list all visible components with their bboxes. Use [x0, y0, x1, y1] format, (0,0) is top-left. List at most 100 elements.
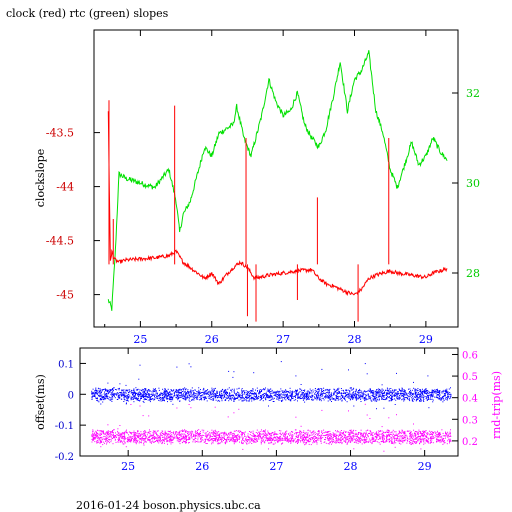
- rndtrip-series-point: [410, 444, 412, 445]
- offset-series-point: [233, 391, 235, 393]
- rndtrip-series-point: [337, 440, 338, 442]
- offset-series-point: [379, 398, 380, 400]
- rndtrip-series-point: [289, 435, 290, 437]
- rndtrip-series-point: [112, 431, 113, 433]
- bottom-axes: 25 26 27 28 290.10-0.1-0.20.60.50.40.30.2: [55, 348, 478, 473]
- offset-series-point: [188, 393, 190, 395]
- offset-series-point: [431, 392, 433, 394]
- offset-series-point: [393, 393, 395, 395]
- rndtrip-series-point: [125, 432, 127, 434]
- offset-series-point: [169, 394, 171, 396]
- offset-series-point: [425, 396, 427, 397]
- offset-series-point: [277, 397, 279, 399]
- rndtrip-series-point: [122, 437, 124, 438]
- offset-series-point: [160, 392, 162, 394]
- offset-series-point: [295, 390, 297, 392]
- rndtrip-series-point: [165, 437, 167, 439]
- rndtrip-series-point: [370, 441, 372, 443]
- rndtrip-series-point: [98, 430, 100, 432]
- rndtrip-series-point: [386, 436, 388, 438]
- rndtrip-series-point: [102, 431, 104, 433]
- rndtrip-series-point: [198, 429, 200, 431]
- rndtrip-series-point: [177, 434, 179, 436]
- rndtrip-series-point: [317, 439, 318, 441]
- offset-series-point: [180, 396, 182, 398]
- rndtrip-series-point: [398, 442, 400, 444]
- rndtrip-series-point: [95, 437, 97, 439]
- offset-series-point: [176, 366, 178, 368]
- offset-series-point: [408, 392, 410, 394]
- rndtrip-series-point: [312, 442, 314, 444]
- offset-series-point: [399, 398, 401, 399]
- offset-series-point: [304, 394, 305, 396]
- offset-series-point: [421, 396, 423, 398]
- rndtrip-series-point: [166, 441, 168, 443]
- offset-series-point: [378, 393, 380, 395]
- rndtrip-series-point: [118, 434, 120, 436]
- offset-series-point: [338, 389, 340, 391]
- offset-series-point: [113, 390, 114, 392]
- offset-series-point: [440, 399, 442, 401]
- rndtrip-series-point: [431, 431, 433, 432]
- rndtrip-series-point: [123, 441, 125, 442]
- offset-series-point: [118, 396, 120, 398]
- rndtrip-series-point: [449, 432, 451, 434]
- offset-series-point: [304, 401, 306, 403]
- rndtrip-series-point: [183, 438, 185, 440]
- offset-series-point: [229, 395, 231, 397]
- rndtrip-series-point: [118, 438, 120, 440]
- rndtrip-series-point: [365, 433, 367, 435]
- rndtrip-series-point: [392, 433, 394, 435]
- offset-series-point: [122, 395, 124, 397]
- offset-series-point: [211, 389, 213, 391]
- offset-series-point: [346, 394, 348, 396]
- rndtrip-series-point: [285, 434, 287, 435]
- rndtrip-series-point: [271, 433, 273, 434]
- offset-series-point: [427, 390, 429, 392]
- offset-series-point: [263, 393, 264, 395]
- clock-series-line: [107, 111, 448, 297]
- rndtrip-series-point: [97, 429, 98, 431]
- offset-series-point: [447, 395, 449, 397]
- offset-series-point: [213, 393, 215, 395]
- offset-series-point: [267, 394, 269, 396]
- offset-series-point: [142, 401, 144, 402]
- offset-series-point: [286, 391, 288, 393]
- offset-series-point: [444, 395, 446, 396]
- offset-series-point: [266, 394, 268, 396]
- offset-series-point: [96, 390, 97, 391]
- offset-series-point: [106, 393, 107, 395]
- offset-series-point: [288, 395, 290, 397]
- rndtrip-series-point: [112, 438, 113, 439]
- offset-series-point: [428, 391, 430, 393]
- rndtrip-series-point: [175, 431, 177, 432]
- offset-series-point: [183, 391, 185, 393]
- rndtrip-series-point: [307, 432, 309, 434]
- offset-series-point: [417, 398, 419, 399]
- rndtrip-series-point: [420, 441, 422, 443]
- offset-series-point: [126, 389, 128, 391]
- offset-series-point: [378, 390, 380, 392]
- rndtrip-series-point: [271, 442, 273, 444]
- rndtrip-series-point: [113, 432, 114, 434]
- rndtrip-series: [91, 403, 452, 452]
- rndtrip-series-point: [211, 432, 213, 434]
- offset-series-point: [292, 394, 293, 396]
- rndtrip-series-point: [238, 438, 240, 440]
- rndtrip-series-point: [92, 430, 94, 432]
- rndtrip-series-point: [297, 436, 299, 438]
- offset-series-point: [412, 394, 413, 395]
- rndtrip-series-point: [97, 436, 99, 438]
- rndtrip-series-point: [382, 440, 384, 442]
- offset-series-point: [251, 397, 253, 399]
- offset-series-point: [299, 388, 301, 390]
- rndtrip-series-point: [106, 431, 108, 433]
- offset-series-point: [111, 391, 113, 393]
- rndtrip-series-point: [202, 431, 204, 433]
- rndtrip-series-point: [396, 439, 398, 441]
- offset-series-point: [249, 393, 250, 395]
- offset-series-point: [185, 388, 187, 390]
- rndtrip-series-point: [447, 436, 449, 438]
- rndtrip-series-point: [365, 433, 366, 435]
- rndtrip-series-point: [405, 439, 407, 441]
